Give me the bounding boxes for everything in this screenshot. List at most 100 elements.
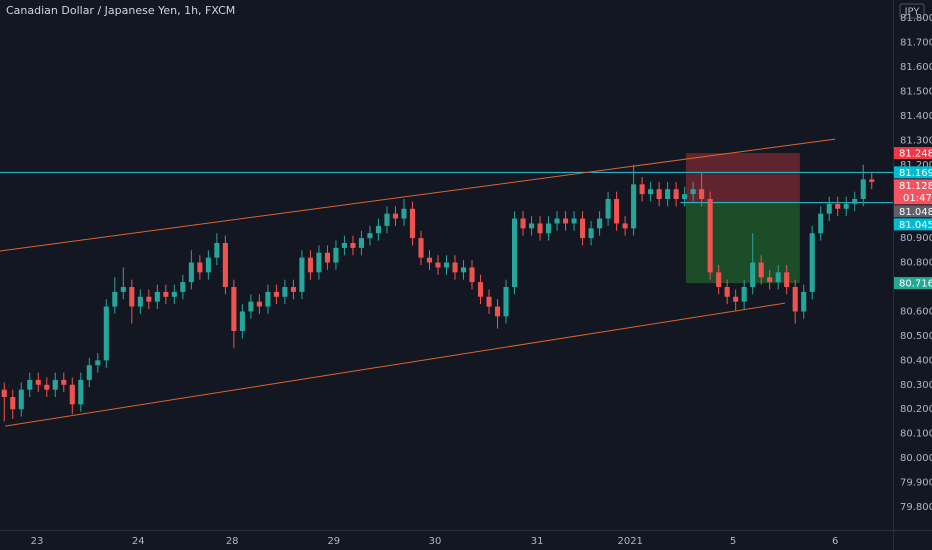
candle-body: [682, 194, 688, 199]
candle-body: [180, 282, 186, 292]
candle-body: [563, 218, 569, 224]
candle-body: [290, 287, 296, 292]
x-tick-label: 6: [832, 536, 838, 547]
candle-body: [520, 218, 526, 229]
candle-body: [282, 287, 288, 297]
candle-body: [10, 397, 16, 410]
candle-body: [546, 223, 552, 234]
y-tick-label: 79.900: [900, 478, 932, 489]
candle-body: [554, 218, 560, 224]
candle-body: [835, 203, 841, 209]
currency-box[interactable]: [899, 3, 925, 19]
candle-body: [78, 379, 84, 405]
candle-body: [597, 218, 603, 229]
candle-body: [750, 262, 756, 288]
candle-body: [792, 287, 798, 312]
candle-body: [239, 311, 245, 332]
candle-body: [248, 301, 254, 312]
candle-body: [27, 379, 33, 390]
candle-body: [452, 262, 458, 273]
candle-body: [205, 257, 211, 273]
candle-body: [367, 233, 373, 239]
candle-body: [460, 267, 467, 273]
candle-body: [809, 233, 815, 292]
candle-body: [724, 287, 730, 297]
candle-body: [231, 287, 237, 332]
candle-body: [222, 242, 228, 288]
candle-body: [707, 198, 713, 273]
y-tick-label: 81.500: [900, 86, 932, 97]
y-tick-label: 80.600: [900, 306, 932, 317]
price-badge: [894, 218, 932, 231]
x-tick-label: 28: [226, 536, 239, 547]
candle-body: [716, 272, 722, 288]
target-zone: [685, 202, 800, 284]
candle-body: [852, 198, 858, 204]
candle-body: [1, 389, 7, 398]
trend-line: [0, 138, 836, 252]
y-tick-label: 79.800: [900, 502, 932, 513]
candle-body: [273, 291, 279, 297]
trend-line: [5, 302, 786, 427]
candle-body: [733, 296, 739, 302]
x-tick-label: 29: [327, 536, 340, 547]
candle-body: [197, 262, 203, 273]
candle-body: [486, 296, 492, 307]
candle-body: [528, 223, 535, 229]
candle-body: [69, 384, 75, 405]
candle-body: [741, 287, 747, 302]
countdown-label: 01:47: [903, 193, 932, 204]
candle-body: [129, 287, 135, 307]
candle-body: [435, 262, 441, 268]
price-badge-label: 81.048: [899, 207, 932, 218]
price-badge-label: 81.128: [899, 181, 932, 192]
x-tick-label: 31: [531, 536, 544, 547]
candle-body: [214, 242, 220, 258]
price-badge-label: 80.716: [899, 279, 932, 290]
x-tick-label: 5: [730, 536, 736, 547]
x-tick-label: 2021: [617, 536, 642, 547]
candle-body: [171, 291, 177, 297]
y-tick-label: 80.900: [900, 233, 932, 244]
candle-body: [392, 213, 399, 219]
plot-area: [0, 138, 893, 427]
candle-body: [656, 189, 662, 199]
candle-body: [188, 262, 194, 283]
candle-body: [580, 218, 586, 239]
x-tick-label: 30: [429, 536, 442, 547]
candle-body: [673, 189, 679, 199]
candle-body: [758, 262, 764, 278]
candle-body: [477, 282, 484, 297]
stop-zone: [685, 153, 800, 203]
candle-body: [137, 296, 143, 307]
y-tick-label: 81.400: [900, 111, 932, 122]
currency-label[interactable]: JPY: [904, 7, 921, 18]
candle-body: [35, 379, 41, 385]
candle-body: [95, 360, 101, 366]
candle-body: [605, 198, 611, 219]
candle-body: [418, 238, 424, 258]
candle-body: [426, 257, 433, 263]
y-tick-label: 80.300: [900, 380, 932, 391]
y-tick-label: 81.300: [900, 135, 932, 146]
candle-body: [350, 242, 356, 248]
price-badge-label: 81.248: [899, 149, 932, 160]
candle-body: [333, 247, 339, 263]
candle-body: [146, 296, 152, 302]
candle-body: [443, 262, 450, 268]
candle-body: [469, 267, 475, 283]
price-badge: [894, 277, 932, 290]
chart-title: Canadian Dollar / Japanese Yen, 1h, FXCM: [6, 4, 235, 17]
y-tick-label: 80.400: [900, 355, 932, 366]
candle-body: [826, 203, 832, 214]
candle-body: [818, 213, 824, 234]
candle-body: [511, 218, 518, 288]
y-tick-label: 80.100: [900, 429, 932, 440]
y-tick-label: 81.200: [900, 160, 932, 171]
candle-body: [61, 379, 67, 385]
y-tick-label: 80.500: [900, 331, 932, 342]
candle-body: [665, 189, 671, 199]
x-tick-label: 24: [132, 536, 145, 547]
candle-body: [494, 306, 501, 317]
